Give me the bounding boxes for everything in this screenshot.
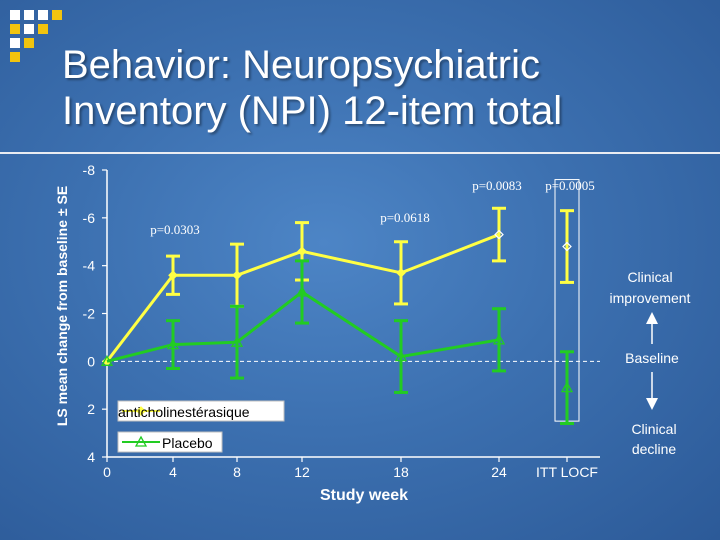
drug-locf-point <box>562 241 572 252</box>
drug-legend-label: anticholinestérasique <box>118 404 250 420</box>
x-tick-label: 8 <box>233 464 241 480</box>
drug-point <box>297 246 307 257</box>
annotation-decline-line2: decline <box>632 441 677 457</box>
p-value-label: p=0.0303 <box>150 222 200 237</box>
drug-series-line <box>105 233 500 363</box>
y-tick-label: 2 <box>87 401 95 417</box>
y-tick-label: 0 <box>87 353 95 369</box>
annotation-decline-line1: Clinical <box>631 421 676 437</box>
drug-point <box>396 267 406 278</box>
y-tick-label: -6 <box>83 210 96 226</box>
placebo-point <box>295 285 309 297</box>
slide-title: Behavior: Neuropsychiatric Inventory (NP… <box>62 42 712 134</box>
placebo-legend-marker <box>134 435 148 447</box>
x-tick-label: 0 <box>103 464 111 480</box>
placebo-point <box>100 354 114 366</box>
x-tick-label: 24 <box>491 464 507 480</box>
drug-point <box>232 270 242 281</box>
x-tick-label: 18 <box>393 464 409 480</box>
x-tick-label: 12 <box>294 464 310 480</box>
title-line-2: Inventory (NPI) 12-item total <box>62 89 563 133</box>
drug-point <box>168 270 178 281</box>
placebo-series-line <box>106 290 500 363</box>
drug-legend-marker <box>136 406 146 416</box>
placebo-legend-box <box>117 431 223 453</box>
x-tick-label: 4 <box>169 464 177 480</box>
y-tick-label: -8 <box>83 162 96 178</box>
annotation-improvement-line1: Clinical <box>627 269 672 285</box>
drug-legend-box <box>117 400 285 422</box>
y-tick-label: 4 <box>87 449 95 465</box>
logo <box>10 10 62 62</box>
placebo-point <box>394 350 408 362</box>
placebo-locf-point <box>560 381 574 393</box>
x-tick-label: ITT LOCF <box>536 464 598 480</box>
placebo-point <box>492 333 506 345</box>
p-value-label: p=0.0083 <box>472 178 522 193</box>
placebo-legend-label: Placebo <box>162 435 213 451</box>
x-axis-label: Study week <box>320 487 408 504</box>
annotation-improvement-line2: improvement <box>610 290 691 306</box>
p-value-label: p=0.0618 <box>380 210 430 225</box>
arrow-down-head <box>646 398 658 410</box>
p-value-label: p=0.0005 <box>545 178 595 193</box>
y-tick-label: -2 <box>83 306 96 322</box>
title-line-1: Behavior: Neuropsychiatric <box>62 43 540 87</box>
placebo-point <box>230 335 244 347</box>
arrow-up-head <box>646 312 658 324</box>
annotation-baseline: Baseline <box>625 350 679 366</box>
drug-point <box>494 229 504 240</box>
placebo-point <box>166 338 180 350</box>
title-rule <box>0 152 720 154</box>
y-tick-label: -4 <box>83 258 96 274</box>
